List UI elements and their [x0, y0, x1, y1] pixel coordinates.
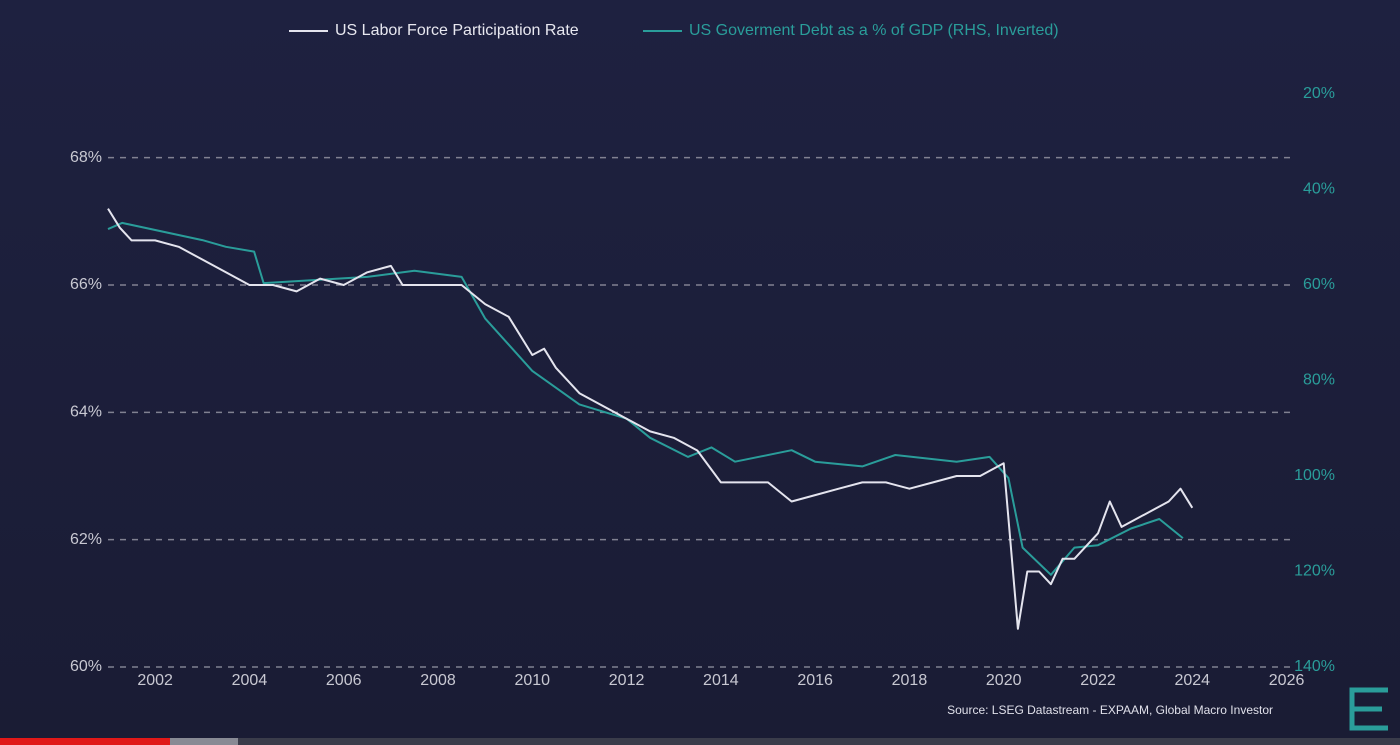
x-tick-label: 2010 [514, 672, 550, 689]
y-tick-label: 66% [70, 276, 102, 293]
x-tick-label: 2014 [703, 672, 739, 689]
series-line [107, 208, 1194, 630]
logo [1349, 687, 1388, 731]
x-tick-label: 2026 [1269, 672, 1305, 689]
y2-tick-label: 60% [1303, 276, 1335, 293]
x-tick-label: 2024 [1174, 672, 1210, 689]
source-note: Source: LSEG Datastream - EXPAAM, Global… [947, 703, 1273, 717]
y-tick-label: 60% [70, 658, 102, 675]
x-tick-label: 2016 [797, 672, 833, 689]
legend-label: US Goverment Debt as a % of GDP (RHS, In… [689, 22, 1059, 39]
y-tick-label: 64% [70, 404, 102, 421]
series-line [107, 221, 1184, 576]
x-tick-label: 2022 [1080, 672, 1116, 689]
y2-tick-label: 120% [1294, 563, 1335, 580]
x-tick-label: 2008 [420, 672, 456, 689]
progress-played [0, 738, 170, 745]
x-tick-label: 2002 [137, 672, 173, 689]
x-tick-label: 2018 [892, 672, 928, 689]
y2-tick-label: 140% [1294, 658, 1335, 675]
y2-tick-label: 20% [1303, 85, 1335, 102]
x-tick-label: 2020 [986, 672, 1022, 689]
y-tick-label: 62% [70, 531, 102, 548]
x-tick-label: 2006 [326, 672, 362, 689]
y2-tick-label: 40% [1303, 181, 1335, 198]
x-tick-label: 2004 [232, 672, 268, 689]
legend-label: US Labor Force Participation Rate [335, 22, 579, 39]
x-tick-label: 2012 [609, 672, 645, 689]
y-tick-label: 68% [70, 149, 102, 166]
progress-track [0, 738, 1400, 745]
y2-tick-label: 80% [1303, 372, 1335, 389]
y2-tick-label: 100% [1294, 467, 1335, 484]
legend: US Labor Force Participation Rate US Gove… [289, 22, 1059, 39]
